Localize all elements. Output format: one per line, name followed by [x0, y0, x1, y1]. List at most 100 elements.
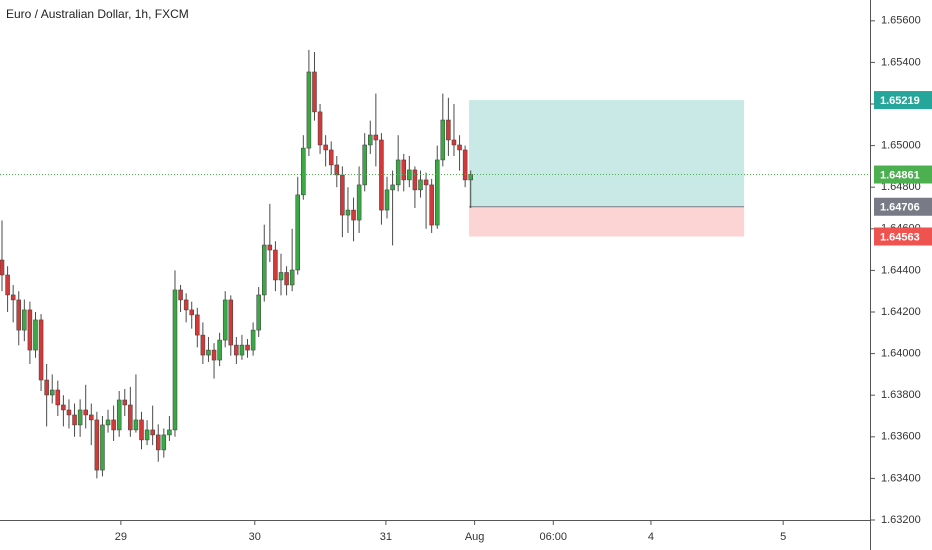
candle-body	[301, 147, 306, 196]
candle-body	[429, 184, 434, 226]
y-tick-label: 1.65400	[881, 56, 921, 68]
entry-price-label-bg	[874, 197, 932, 216]
y-tick-label: 1.64800	[881, 181, 921, 193]
candle-body	[440, 119, 446, 161]
candle-body	[306, 71, 312, 149]
candle-body	[356, 184, 362, 221]
x-tick-label: 30	[249, 531, 261, 543]
candle-body	[155, 434, 161, 451]
candle-body	[239, 344, 245, 356]
last-price-label-bg	[874, 165, 932, 184]
candle-body	[401, 159, 407, 181]
candle-body	[89, 414, 94, 421]
y-tick-label: 1.63600	[881, 431, 921, 443]
candle-body	[77, 409, 83, 426]
candle-body	[0, 259, 5, 276]
candle-body	[462, 149, 468, 181]
y-tick-label: 1.63200	[881, 514, 921, 526]
x-tick-label: 4	[648, 531, 654, 543]
candle-body	[334, 164, 340, 176]
y-tick-label: 1.65000	[881, 140, 921, 152]
candle-body	[72, 414, 77, 426]
y-tick-label: 1.64400	[881, 264, 921, 276]
candle-body	[66, 409, 72, 416]
chart-title: Euro / Australian Dollar, 1h, FXCM	[6, 7, 189, 21]
entry-price-label: 1.64706	[880, 202, 920, 214]
candle-body	[446, 119, 451, 141]
candle-body	[368, 134, 373, 146]
candle-body	[122, 399, 128, 406]
candle-body	[94, 419, 100, 471]
x-tick-label: Aug	[465, 531, 485, 543]
candle-body	[161, 434, 167, 451]
candle-body	[362, 144, 367, 186]
target-price-label: 1.65219	[880, 95, 920, 107]
loss-zone	[469, 206, 745, 237]
y-tick-label: 1.64200	[881, 306, 921, 318]
candle-body	[200, 334, 206, 356]
candle-body	[284, 272, 289, 286]
candle-body	[295, 194, 300, 271]
candle-body	[418, 179, 423, 191]
candle-body	[250, 329, 256, 351]
candle-body	[49, 389, 55, 396]
candle-body	[111, 419, 116, 431]
y-tick-label: 1.63400	[881, 472, 921, 484]
candle-body	[27, 309, 33, 351]
x-tick-label: 29	[115, 531, 127, 543]
candle-body	[289, 269, 295, 286]
candle-body	[340, 174, 345, 216]
candle-body	[189, 309, 194, 316]
candle-body	[211, 349, 217, 361]
candle-body	[468, 174, 473, 181]
candle-body	[128, 404, 133, 431]
candle-body	[38, 319, 44, 381]
candle-body	[351, 209, 356, 221]
candle-body	[217, 339, 222, 361]
x-tick-label: 5	[780, 531, 786, 543]
candle-body	[206, 349, 211, 356]
candle-body	[323, 144, 328, 151]
candle-body	[273, 249, 278, 281]
candle-body	[317, 111, 323, 146]
stop-price-label-bg	[874, 227, 932, 246]
candle-body	[150, 429, 155, 436]
candle-body	[379, 139, 384, 211]
candle-body	[178, 289, 183, 301]
candle-body	[434, 159, 440, 226]
candle-body	[33, 319, 38, 351]
candle-body	[16, 299, 21, 331]
candle-body	[116, 399, 122, 431]
candle-body	[373, 134, 379, 141]
y-tick-label: 1.65600	[881, 15, 921, 27]
candle-body	[451, 139, 457, 146]
candle-body	[172, 289, 178, 431]
candle-body	[267, 244, 273, 251]
candle-body	[167, 429, 172, 436]
candle-body	[55, 389, 61, 406]
candle-body	[133, 419, 139, 431]
candle-body	[83, 409, 88, 416]
candle-body	[262, 244, 267, 296]
y-tick-label: 1.63800	[881, 389, 921, 401]
candle-body	[183, 299, 189, 311]
candle-body	[328, 149, 334, 166]
target-price-label-bg	[874, 91, 932, 110]
candle-body	[390, 184, 395, 191]
candle-body	[222, 299, 228, 341]
candle-body	[384, 189, 390, 211]
candle-body	[105, 419, 111, 426]
candle-body	[256, 294, 261, 331]
stop-price-label: 1.64563	[880, 231, 920, 243]
candle-body	[395, 159, 401, 186]
candle-body	[457, 144, 462, 151]
profit-zone	[469, 100, 745, 207]
x-tick-label: 31	[380, 531, 392, 543]
candle-body	[345, 209, 351, 216]
candle-body	[278, 272, 284, 281]
candle-body	[139, 419, 144, 441]
candle-body	[228, 299, 234, 346]
candle-body	[407, 169, 412, 181]
